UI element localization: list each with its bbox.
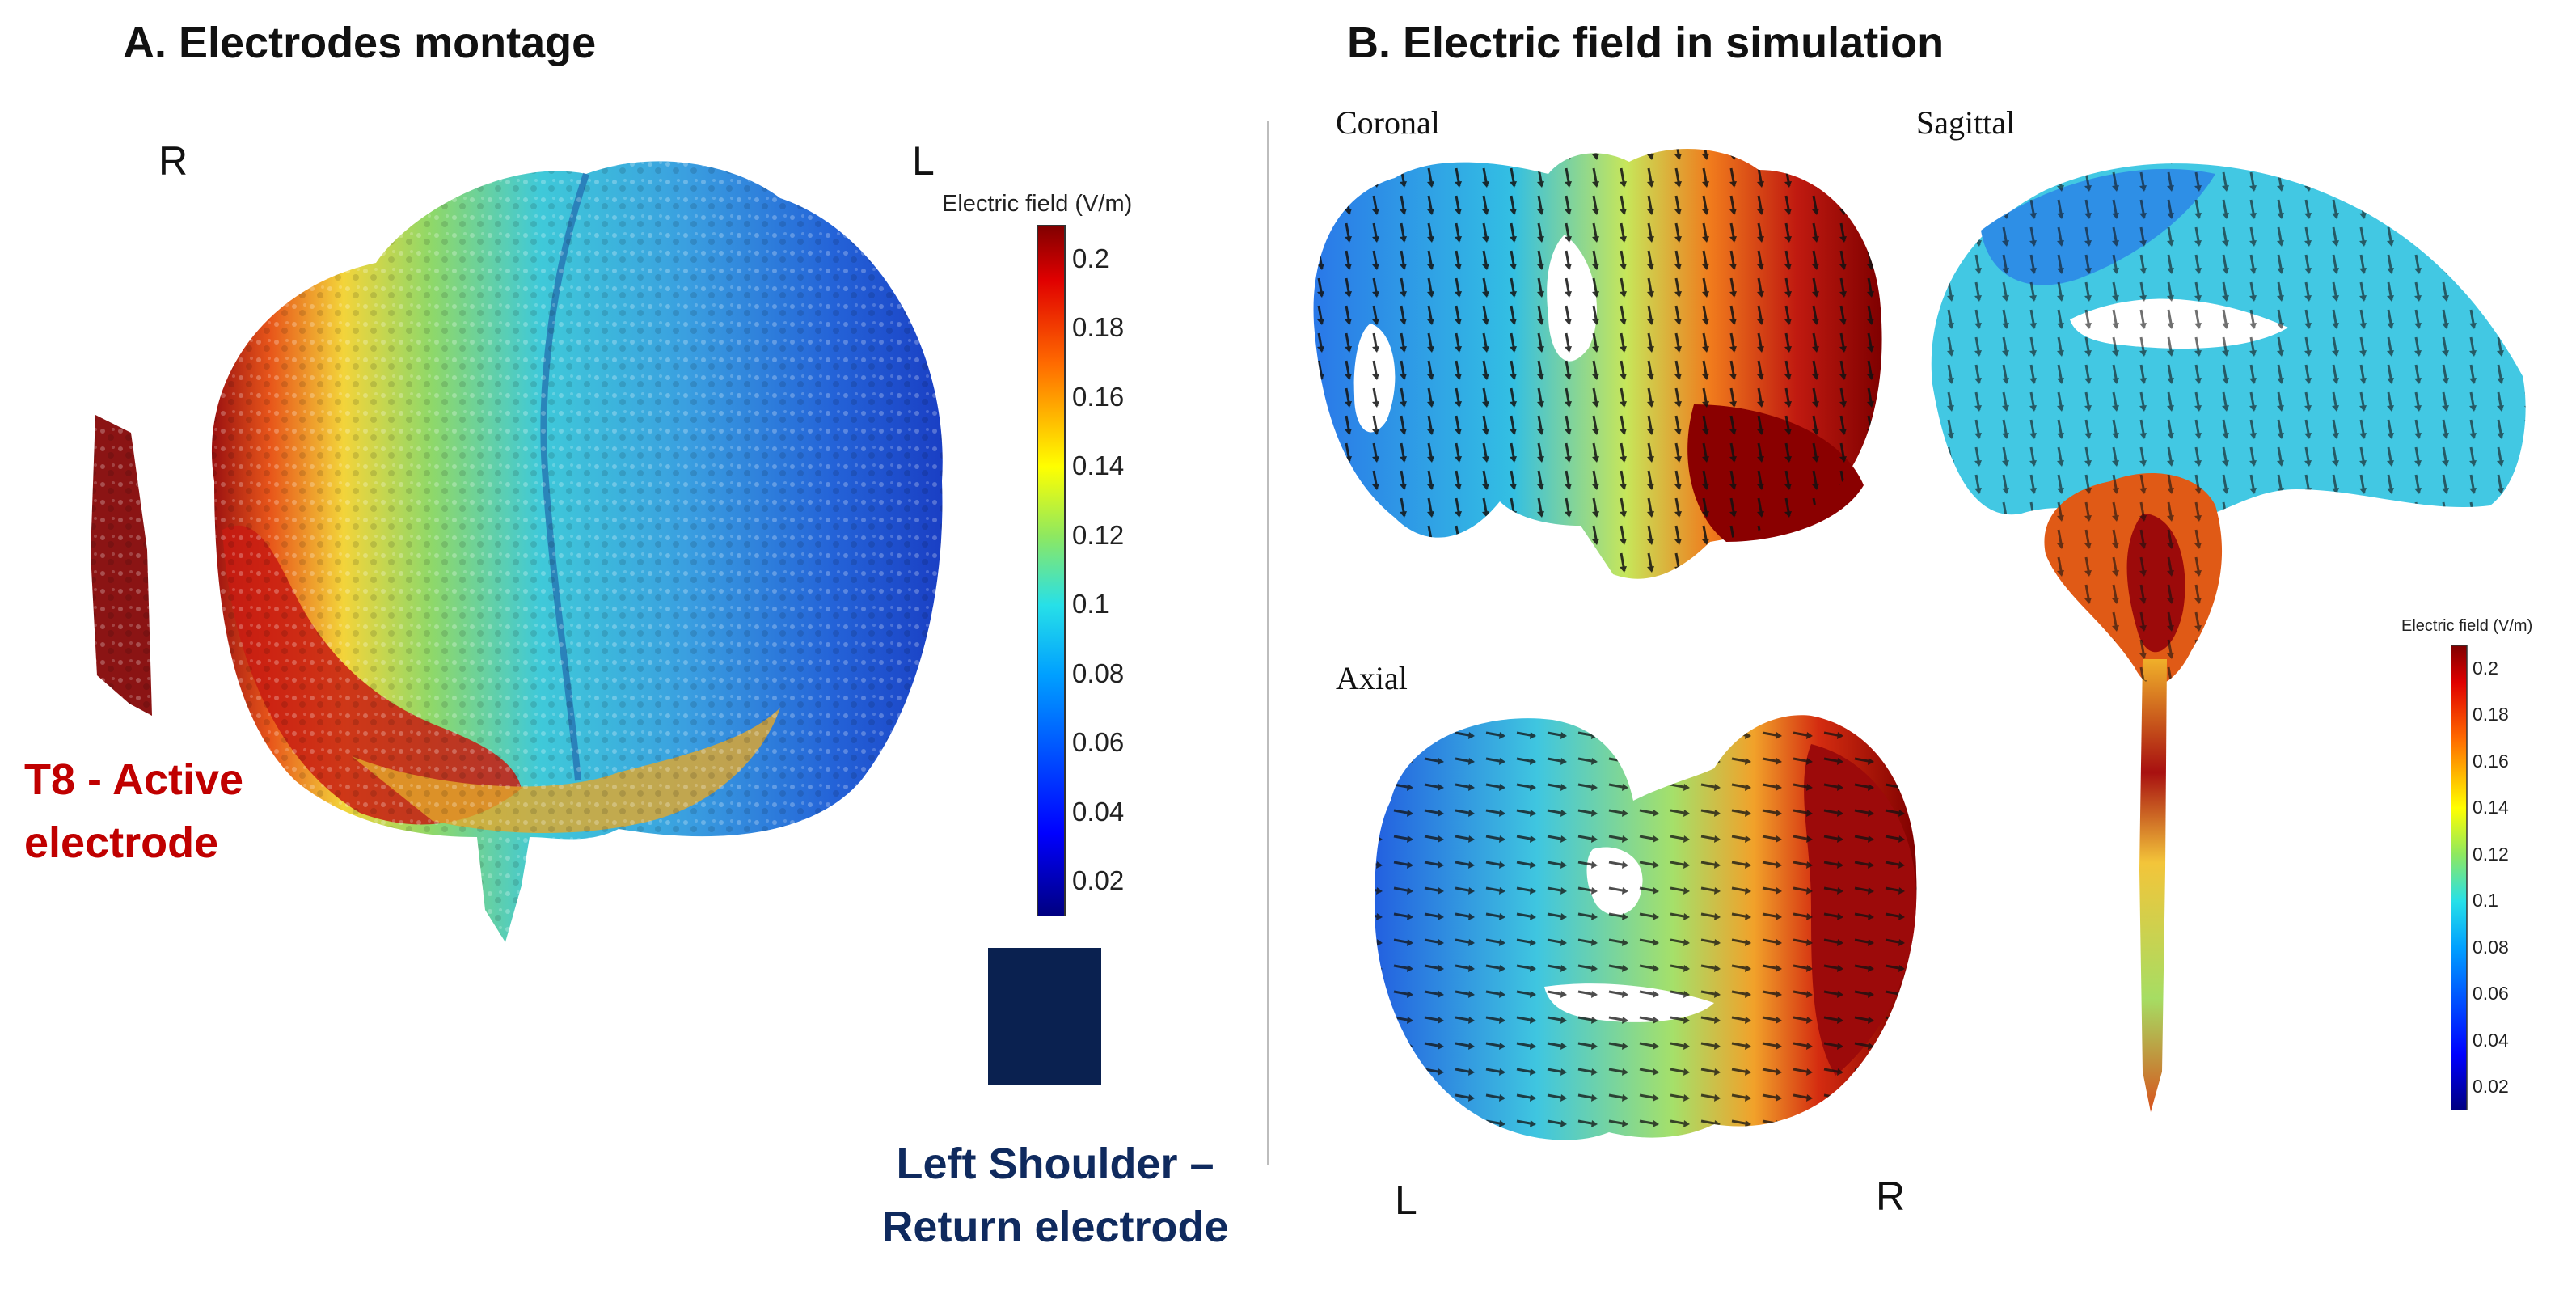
active-electrode-patch [91,415,152,716]
colorbar-small [2451,645,2468,1110]
active-electrode-line2: electrode [24,818,219,867]
brain-surface-texture [211,161,943,943]
axial-view-label: Axial [1336,660,1408,696]
sagittal-slice [1931,163,2526,1112]
colorbar-small-gradient [2451,645,2467,1110]
colorbar-main-tick-label: 0.2 [1072,243,1109,273]
colorbar-main-tick-label: 0.12 [1072,519,1125,550]
sagittal-spinal-cord [2139,659,2167,1112]
return-electrode-fill [988,948,1101,1085]
colorbar-main-tick-label: 0.16 [1072,381,1125,412]
colorbar-small-tick-label: 0.16 [2473,750,2509,772]
return-electrode-patch [988,948,1101,1085]
colorbar-small-tick-label: 0.04 [2473,1029,2509,1051]
axial-orientation-right-label: R [1876,1174,1906,1219]
coronal-view-label: Coronal [1336,104,1440,141]
sagittal-arrow-field [1931,163,2526,685]
colorbar-small-title: Electric field (V/m) [2401,617,2533,635]
return-electrode-label: Left Shoulder – Return electrode [869,1132,1241,1258]
active-electrode-label: T8 - Active electrode [24,748,243,874]
colorbar-small-tick-label: 0.02 [2473,1076,2509,1098]
return-electrode-line1: Left Shoulder – [896,1140,1214,1188]
axial-arrow-field [1375,715,1917,1140]
brain-surface-render [211,161,943,943]
colorbar-main-tick-label: 0.18 [1072,312,1125,343]
colorbar-main-title: Electric field (V/m) [942,191,1133,217]
colorbar-main-border [1037,225,1066,916]
colorbar-small-tick-label: 0.12 [2473,843,2509,865]
panel-divider [1267,121,1269,1165]
colorbar-main [1037,225,1066,916]
colorbar-small-tick-label: 0.1 [2473,890,2498,911]
colorbar-main-tick-label: 0.14 [1072,450,1125,481]
colorbar-main-gradient [1037,225,1065,916]
colorbar-small-tick-label: 0.06 [2473,983,2509,1005]
panel-a-title: A. Electrodes montage [123,19,597,67]
return-electrode-line2: Return electrode [881,1203,1229,1251]
orientation-left-label: L [912,138,935,184]
active-electrode-texture [91,415,152,716]
colorbar-main-tick-label: 0.1 [1072,589,1109,620]
colorbar-small-tick-label: 0.14 [2473,797,2509,818]
colorbar-small-border [2451,645,2468,1110]
colorbar-main-tick-label: 0.04 [1072,796,1125,827]
colorbar-small-tick-label: 0.18 [2473,704,2509,725]
sagittal-view-label: Sagittal [1916,104,2016,141]
coronal-arrow-field [1313,148,1882,579]
axial-orientation-left-label: L [1395,1178,1417,1223]
colorbar-main-tick-label: 0.02 [1072,865,1125,896]
colorbar-small-tick-label: 0.2 [2473,657,2498,679]
coronal-slice [1313,148,1882,579]
orientation-right-label: R [158,138,188,184]
axial-slice [1375,715,1917,1140]
colorbar-main-tick-label: 0.08 [1072,658,1125,688]
colorbar-small-tick-label: 0.08 [2473,936,2509,958]
active-electrode-line1: T8 - Active [24,755,244,804]
panel-b-title: B. Electric field in simulation [1347,19,1945,67]
colorbar-main-tick-label: 0.06 [1072,727,1125,758]
